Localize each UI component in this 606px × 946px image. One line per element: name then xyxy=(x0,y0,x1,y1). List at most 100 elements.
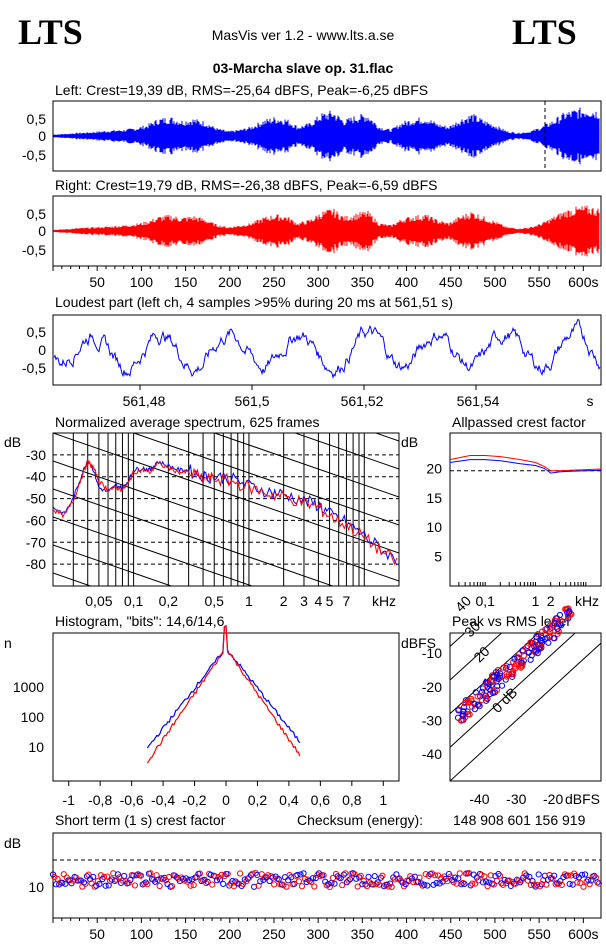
loudest-xtick: 561,54 xyxy=(457,393,500,409)
time-tick-label: 450 xyxy=(439,274,463,290)
pvr-diagonal-label: 20 xyxy=(470,643,492,665)
shortterm-point-right xyxy=(577,879,584,887)
app-title: MasVis ver 1.2 - www.lts.a.se xyxy=(212,27,395,43)
shortterm-point-right xyxy=(60,871,67,878)
spectrum-xticks: 0,05 0,1 0,2 0,5 1 2 3 4 5 7 kHz xyxy=(85,593,396,609)
left-ytick: 0,5 xyxy=(27,111,47,127)
shortterm-point-right xyxy=(82,880,89,887)
pvr-point xyxy=(538,628,546,635)
time-tick-label: 200 xyxy=(218,274,242,290)
shortterm-point-right xyxy=(252,870,259,877)
pvr-point xyxy=(474,701,481,709)
shortterm-ylabel: dB xyxy=(4,835,21,851)
shortterm-point-right xyxy=(187,882,194,889)
allpass-frame xyxy=(449,432,602,587)
pvr-point xyxy=(509,668,517,675)
shortterm-point-right xyxy=(237,870,244,877)
histogram-ylabel: n xyxy=(4,635,12,651)
file-title: 03-Marcha slave op. 31.flac xyxy=(213,60,394,76)
shortterm-point-left xyxy=(204,878,211,885)
spectrum-ytick: -80 xyxy=(26,556,46,572)
shortterm-point-right xyxy=(428,870,436,877)
pvr-points xyxy=(454,605,575,724)
right-ytick: -0,5 xyxy=(22,242,46,258)
histogram-xtick: 0,8 xyxy=(342,792,362,808)
spectrum-title: Normalized average spectrum, 625 frames xyxy=(55,414,320,430)
shortterm-point-left xyxy=(581,871,589,878)
shortterm-point-right xyxy=(549,875,556,882)
pvr-title: Peak vs RMS level xyxy=(452,613,569,629)
spectrum-slope-line xyxy=(53,629,399,749)
pvr-point xyxy=(564,612,572,619)
shortterm-point-right xyxy=(564,872,572,879)
shortterm-points xyxy=(49,869,603,891)
spectrum-xtick: 2 xyxy=(280,593,288,609)
shortterm-point-right xyxy=(103,873,111,880)
shortterm-point-left xyxy=(578,871,586,878)
histogram-ytick: 1000 xyxy=(13,679,44,695)
histogram-xtick: 0,4 xyxy=(279,792,299,808)
pvr-xtick: -30 xyxy=(506,791,526,807)
shortterm-point-right xyxy=(283,883,290,890)
pvr-point xyxy=(532,649,539,656)
shortterm-point-right xyxy=(320,872,327,879)
histogram-xtick: -0,4 xyxy=(151,792,175,808)
time-tick-label: 400 xyxy=(395,274,419,290)
time-tick-label: 500 xyxy=(483,274,507,290)
shortterm-point-right xyxy=(168,883,176,890)
shortterm-point-left xyxy=(108,876,115,883)
spectrum-slope-line xyxy=(132,433,399,526)
shortterm-point-left xyxy=(535,871,542,878)
spectrum-ytick: -40 xyxy=(26,469,46,485)
shortterm-point-left xyxy=(133,872,140,879)
pvr-point xyxy=(539,634,546,642)
right-waveform xyxy=(53,205,600,257)
time-axis-bottom: 50 100 150 200 250 300 350 400 450 500 550 600s xyxy=(52,918,599,942)
time-tick-label: 550 xyxy=(527,926,551,942)
shortterm-point-right xyxy=(366,879,374,886)
pvr-point xyxy=(520,652,528,659)
time-tick-label: 300 xyxy=(306,926,330,942)
histogram-xtick: -0,2 xyxy=(182,792,206,808)
allpass-xtick: kHz xyxy=(575,593,599,609)
shortterm-point-left xyxy=(179,875,187,883)
pvr-point xyxy=(461,703,468,711)
shortterm-point-left xyxy=(155,876,162,883)
shortterm-point-left xyxy=(365,873,372,880)
pvr-point xyxy=(510,659,517,666)
pvr-point xyxy=(465,698,473,705)
pvr-point xyxy=(487,678,495,685)
pvr-point xyxy=(551,635,558,642)
shortterm-point-right xyxy=(472,880,479,887)
shortterm-point-right xyxy=(595,880,603,887)
pvr-point xyxy=(508,669,516,676)
shortterm-point-left xyxy=(213,877,221,884)
shortterm-point-right xyxy=(456,870,463,877)
pvr-point xyxy=(464,699,472,706)
shortterm-point-left xyxy=(340,871,347,878)
shortterm-point-right xyxy=(379,872,386,879)
pvr-point xyxy=(464,708,471,715)
shortterm-point-right xyxy=(107,877,114,885)
shortterm-point-right xyxy=(484,883,491,890)
allpass-title: Allpassed crest factor xyxy=(452,414,586,430)
allpass-right-line xyxy=(449,455,602,472)
pvr-ylabel: dBFS xyxy=(401,635,436,651)
shortterm-title: Short term (1 s) crest factor xyxy=(55,812,226,828)
shortterm-point-right xyxy=(264,872,272,879)
spectrum-slope-line xyxy=(53,516,254,586)
histogram-xtick: 0 xyxy=(222,792,230,808)
shortterm-point-left xyxy=(557,877,564,885)
pvr-diagonal xyxy=(450,642,601,781)
pvr-point xyxy=(511,655,518,663)
shortterm-point-right xyxy=(54,875,61,883)
shortterm-point-left xyxy=(387,880,394,887)
shortterm-point-right xyxy=(51,874,58,881)
shortterm-point-right xyxy=(150,876,157,883)
shortterm-point-right xyxy=(373,880,380,888)
shortterm-point-left xyxy=(402,881,409,888)
left-waveform xyxy=(53,107,600,165)
time-tick-label: 300 xyxy=(306,274,330,290)
allpass-xtick: 0,1 xyxy=(475,593,495,609)
